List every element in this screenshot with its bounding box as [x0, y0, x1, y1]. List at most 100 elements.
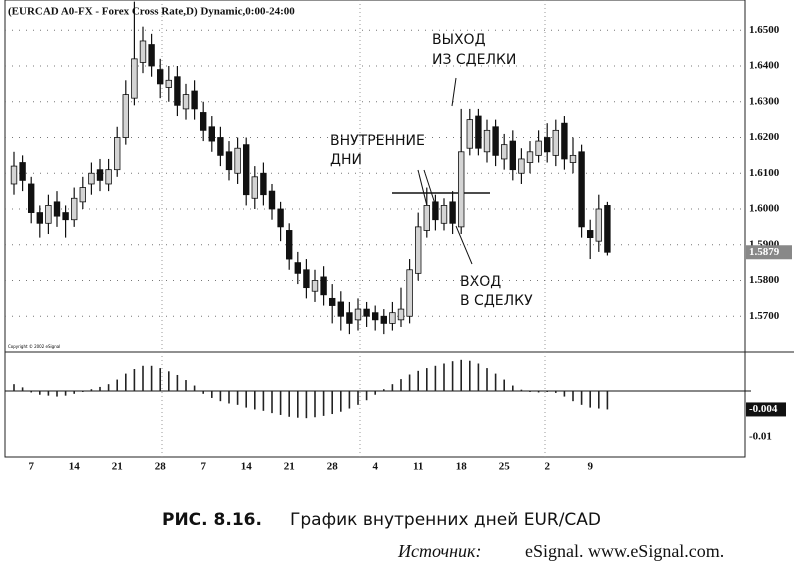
chart-frame [4, 0, 746, 458]
x-tick-label: 28 [155, 461, 167, 473]
candle-body [285, 230, 293, 260]
x-tick-label: 9 [587, 461, 593, 473]
y-tick-label: 1.6300 [749, 95, 780, 107]
candle-body [311, 280, 319, 292]
candle-body [423, 205, 430, 231]
candle-body [328, 297, 336, 306]
candle-body [53, 201, 61, 217]
x-tick-label: 4 [372, 461, 378, 473]
candle-body [414, 226, 422, 274]
candle-body [208, 126, 215, 142]
candle-body [466, 119, 473, 149]
candle-body [36, 212, 43, 224]
x-tick-label: 21 [112, 461, 123, 473]
candle-body [500, 144, 508, 160]
candle-body [156, 69, 164, 85]
y-tick-label: 1.6000 [749, 203, 780, 215]
candle-body [174, 76, 181, 106]
annotation: ВНУТРЕННИЕ [330, 133, 425, 149]
source-label: Источник: [397, 541, 481, 561]
candle-body [277, 208, 284, 228]
candle-body [475, 115, 482, 149]
candle-body [114, 137, 121, 171]
candle-body [182, 94, 190, 110]
candle-body [552, 129, 559, 156]
candle-body [139, 40, 147, 63]
candle-body [234, 147, 241, 174]
candle-body [604, 205, 611, 253]
candle-body [363, 308, 370, 317]
x-tick-label: 14 [69, 461, 81, 473]
candle-body [578, 151, 585, 228]
candle-body [19, 162, 26, 181]
candle-body [544, 137, 551, 153]
candle-body [242, 144, 250, 196]
candle-body [389, 312, 396, 324]
x-tick-label: 7 [28, 461, 34, 473]
annotation: В СДЕЛКУ [460, 293, 533, 309]
last-price-label: 1.5879 [749, 246, 780, 258]
candle-body [569, 154, 577, 163]
candle-body [131, 58, 138, 99]
candle-body [303, 269, 310, 289]
y-tick-label: 1.6500 [749, 24, 780, 36]
candle-body [371, 312, 379, 321]
candle-body [440, 205, 448, 224]
candle-body [96, 169, 104, 181]
y-tick-label: 1.6100 [749, 167, 780, 179]
candle-body [199, 112, 207, 131]
candle-body [492, 126, 499, 156]
candle-body [535, 140, 542, 156]
candle-body [337, 301, 344, 317]
x-tick-label: 25 [499, 461, 511, 473]
candle-body [79, 187, 86, 203]
candle-body [260, 172, 267, 196]
copyright: Copyright © 2002 eSignal [8, 344, 60, 349]
x-tick-label: 7 [200, 461, 206, 473]
candle-body [595, 208, 602, 242]
arrow [451, 77, 457, 107]
last-price-box [746, 245, 792, 260]
candle-body [105, 169, 112, 185]
annotation: ВЫХОД [432, 32, 486, 48]
candle-body [346, 312, 353, 324]
candle-body [457, 151, 465, 228]
y-tick-label: 1.5700 [749, 310, 780, 322]
candle-body [45, 205, 52, 224]
arrow [455, 225, 473, 265]
x-tick-label: 14 [241, 461, 253, 473]
x-tick-label: 2 [544, 461, 550, 473]
candle-body [148, 44, 155, 67]
caption-label: РИС. 8.16. [162, 510, 262, 530]
y-tick-label: 1.6400 [749, 60, 780, 72]
last-value-label: -0.004 [749, 403, 778, 415]
candle-body [432, 201, 439, 221]
candle-body [27, 183, 35, 213]
candle-body [449, 201, 456, 224]
candle-body [509, 140, 516, 171]
caption-text: График внутренних дней EUR/CAD [290, 510, 601, 530]
x-tick-label: 28 [327, 461, 339, 473]
candle-body [62, 212, 69, 221]
candle-body [10, 165, 18, 185]
y2-tick-label: -0.01 [749, 431, 772, 443]
annotation: ДНИ [330, 152, 362, 168]
source-text: eSignal. www.eSignal.com. [525, 541, 724, 561]
annotation: ВХОД [460, 274, 501, 290]
candle-body [294, 262, 301, 274]
y-tick-label: 1.6200 [749, 131, 780, 143]
candle-body [397, 308, 405, 321]
chart-title: (EURCAD A0-FX - Forex Cross Rate,D) Dyna… [8, 6, 295, 18]
candle-body [191, 90, 198, 110]
y-tick-label: 1.5800 [749, 274, 780, 286]
last-value-box [746, 402, 786, 417]
candle-body [380, 315, 387, 324]
candle-body [561, 122, 568, 160]
candle-body [251, 176, 258, 199]
candle-body [165, 79, 172, 88]
candle-body [122, 94, 129, 138]
candle-body [518, 158, 525, 174]
x-tick-label: 21 [284, 461, 295, 473]
x-tick-label: 18 [456, 461, 468, 473]
